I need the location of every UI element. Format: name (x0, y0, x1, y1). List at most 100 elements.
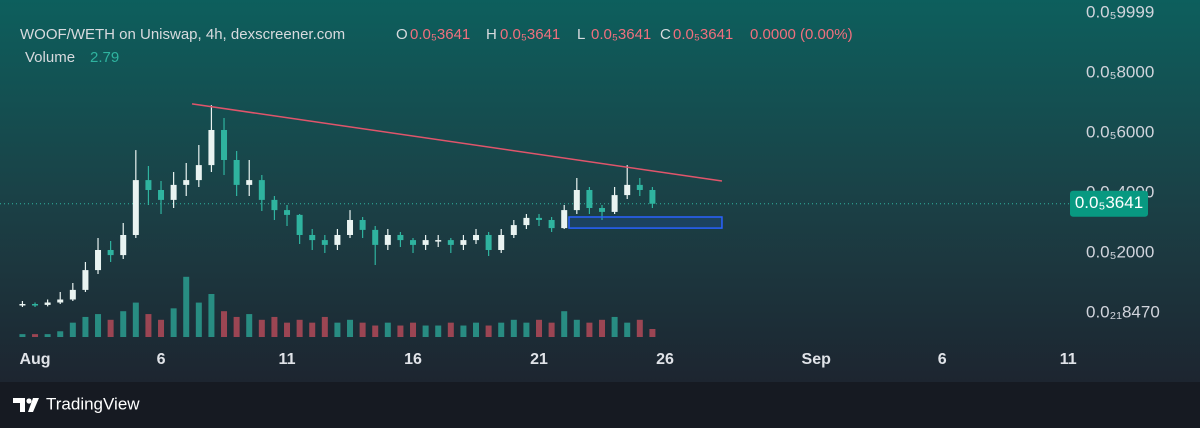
volume-bar (57, 331, 64, 337)
legend-c-label: C (660, 26, 671, 43)
volume-bar (586, 322, 593, 337)
legend-change: 0.0000 (0.00%) (750, 26, 853, 43)
volume-bar (372, 325, 379, 337)
candle-body (120, 234, 127, 256)
candle-body (321, 240, 328, 245)
volume-bar (82, 316, 89, 337)
volume-bar (233, 316, 240, 337)
volume-bar (636, 319, 643, 337)
volume-bar (624, 322, 631, 337)
volume-bar (95, 314, 102, 337)
volume-value: 2.79 (90, 49, 119, 66)
volume-bar (271, 316, 278, 337)
candle-body (145, 180, 152, 190)
candle-body (372, 229, 379, 245)
y-tick-label: 0.0₅9999 (1086, 3, 1154, 22)
candle-body (170, 184, 177, 200)
volume-bar (523, 322, 530, 337)
volume-bar (145, 314, 152, 337)
candle-body (485, 234, 492, 250)
legend-h: 0.0₅3641 (500, 26, 560, 43)
volume-bar (246, 314, 253, 337)
candle-body (284, 210, 291, 215)
volume-bar (397, 325, 404, 337)
volume-bar (435, 325, 442, 337)
candle-body (410, 240, 417, 245)
candle-body (624, 184, 631, 196)
volume-bar (536, 319, 543, 337)
x-tick-label: Aug (19, 351, 50, 368)
candle-body (44, 302, 51, 305)
volume-bar (359, 322, 366, 337)
candle-body (221, 129, 228, 160)
y-tick-label: 0.0₂₁8470 (1086, 302, 1160, 321)
volume-bar (158, 319, 165, 337)
candle-body (599, 207, 606, 212)
candle-body (95, 249, 102, 271)
volume-bar (321, 316, 328, 337)
candle-body (548, 219, 555, 229)
candle-body (347, 219, 354, 235)
candle-body (586, 189, 593, 208)
volume-bar (258, 319, 265, 337)
volume-bar (296, 319, 303, 337)
candle-body (561, 210, 568, 229)
candle-body (246, 180, 253, 185)
volume-bar (309, 322, 316, 337)
candle-body (384, 234, 391, 245)
volume-bar (649, 329, 656, 337)
volume-bar (561, 311, 568, 337)
candle-body (334, 234, 341, 245)
volume-bar (460, 325, 467, 337)
candle-body (309, 234, 316, 241)
candle-body (573, 189, 580, 211)
brand: TradingView (46, 394, 140, 413)
volume-bar (573, 319, 580, 337)
volume-bar (284, 322, 291, 337)
volume-bar (19, 334, 26, 337)
legend-h-label: H (486, 26, 497, 43)
brand-logo (13, 398, 39, 412)
volume-bar (132, 302, 139, 337)
volume-bar (32, 334, 39, 337)
candle-body (19, 303, 26, 306)
volume-label: Volume (25, 49, 75, 66)
volume-bar (120, 311, 127, 337)
y-tick-label: 0.0₅6000 (1086, 122, 1154, 141)
volume-bar (334, 322, 341, 337)
y-tick-label: 0.0₅8000 (1086, 62, 1154, 81)
candle-body (107, 249, 114, 256)
candle-body (183, 180, 190, 185)
volume-bar (208, 294, 215, 337)
volume-bar (221, 311, 228, 337)
x-tick-label: 6 (157, 351, 166, 368)
last-price-badge (1070, 190, 1148, 217)
candle-body (158, 189, 165, 200)
candle-body (447, 240, 454, 245)
footer (0, 382, 1200, 428)
candle-body (649, 189, 656, 204)
volume-bar (44, 334, 51, 337)
candle-body (397, 234, 404, 241)
volume-bar (548, 322, 555, 337)
x-tick-label: 21 (530, 351, 548, 368)
x-tick-label: 26 (656, 351, 674, 368)
candle-body (82, 270, 89, 290)
volume-bar (422, 325, 429, 337)
candle-body (57, 299, 64, 303)
last-price-label: 0.0₅3641 (1075, 193, 1143, 212)
legend-o-label: O (396, 26, 408, 43)
candle-body (510, 225, 517, 235)
candle-body (271, 199, 278, 211)
legend-l-label: L (577, 26, 585, 43)
volume-bar (485, 325, 492, 337)
volume-bar (183, 276, 190, 337)
candle-body (636, 184, 643, 190)
volume-bar (447, 322, 454, 337)
x-tick-label: 11 (1060, 351, 1077, 368)
candle-body (435, 240, 442, 242)
candle-body (32, 303, 39, 306)
candle-body (132, 180, 139, 235)
trendline (191, 103, 723, 182)
